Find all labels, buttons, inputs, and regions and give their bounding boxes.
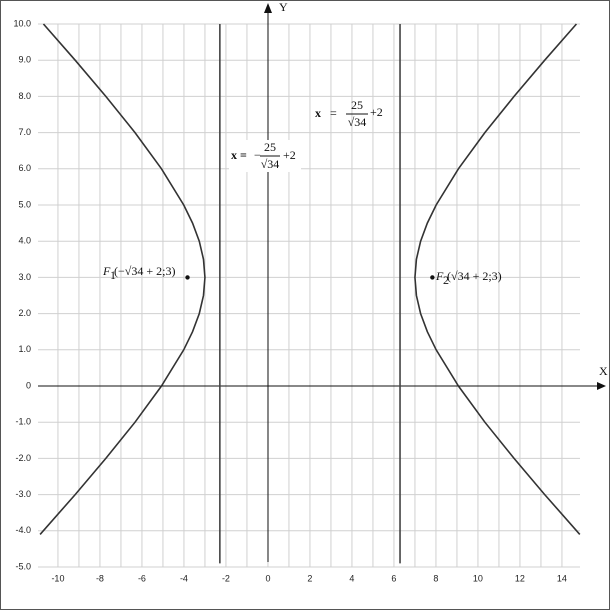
focus-label: F 1 (−√34 + 2;3): [102, 264, 175, 282]
y-arrow: [264, 3, 272, 13]
y-tick-label: 7.0: [18, 127, 31, 137]
x-tick-label: 6: [391, 573, 396, 583]
y-tick-label: 0: [26, 380, 31, 390]
focus-sub: 1: [110, 268, 116, 282]
formula-sign: −: [254, 148, 261, 162]
focus-point: [185, 275, 190, 280]
y-tick-label: 6.0: [18, 163, 31, 173]
x-tick-label: 2: [307, 573, 312, 583]
y-tick-label: -5.0: [15, 561, 31, 571]
y-tick-label: -3.0: [15, 489, 31, 499]
y-axis-label: Y: [279, 0, 288, 14]
x-tick-label: 8: [433, 573, 438, 583]
formula-numerator: 25: [264, 140, 276, 154]
x-tick-label: 0: [265, 573, 270, 583]
formula-tail: +2: [370, 105, 383, 119]
x-tick-label: 10: [473, 573, 483, 583]
x-tick-label: -8: [96, 573, 104, 583]
curve: [39, 23, 206, 535]
y-tick-label: -1.0: [15, 417, 31, 427]
x-tick-label: 14: [557, 573, 567, 583]
y-tick-label: 4.0: [18, 236, 31, 246]
directrix-label: x = 25 √34 +2: [315, 98, 383, 129]
focus-coords: (−√34 + 2;3): [114, 264, 175, 278]
curve: [414, 23, 581, 535]
x-arrow: [597, 382, 606, 390]
x-tick-label: 12: [515, 573, 525, 583]
formula-lhs: x =: [231, 148, 247, 162]
x-tick-label: -6: [138, 573, 146, 583]
formula-eq: =: [330, 106, 337, 120]
y-tick-label: 1.0: [18, 344, 31, 354]
x-tick-label: 4: [349, 573, 354, 583]
x-tick-label: -10: [51, 573, 64, 583]
formula-numerator: 25: [351, 98, 363, 112]
focus-name: F: [435, 269, 444, 283]
focus-label: F 2 (√34 + 2;3): [435, 269, 502, 287]
x-tick-label: -2: [222, 573, 230, 583]
formula-denominator: √34: [348, 115, 367, 129]
focus-sub: 2: [443, 273, 449, 287]
y-tick-label: 10.0: [13, 18, 31, 28]
y-tick-label: 5.0: [18, 199, 31, 209]
directrix-label: x = − 25 √34 +2: [229, 140, 301, 172]
y-tick-label: 9.0: [18, 55, 31, 65]
y-tick-label: -2.0: [15, 453, 31, 463]
y-tick-label: -4.0: [15, 525, 31, 535]
y-tick-label: 2.0: [18, 308, 31, 318]
focus-point: [430, 275, 435, 280]
formula-tail: +2: [283, 148, 296, 162]
y-tick-label: 8.0: [18, 91, 31, 101]
focus-name: F: [102, 264, 111, 278]
focus-coords: (√34 + 2;3): [447, 269, 502, 283]
x-axis-label: X: [599, 364, 608, 378]
y-tick-label: 3.0: [18, 272, 31, 282]
formula-lhs: x: [315, 106, 321, 120]
x-tick-label: -4: [180, 573, 188, 583]
formula-denominator: √34: [261, 157, 280, 171]
